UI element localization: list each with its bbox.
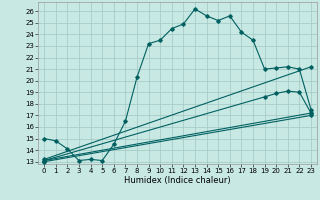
X-axis label: Humidex (Indice chaleur): Humidex (Indice chaleur) (124, 176, 231, 185)
